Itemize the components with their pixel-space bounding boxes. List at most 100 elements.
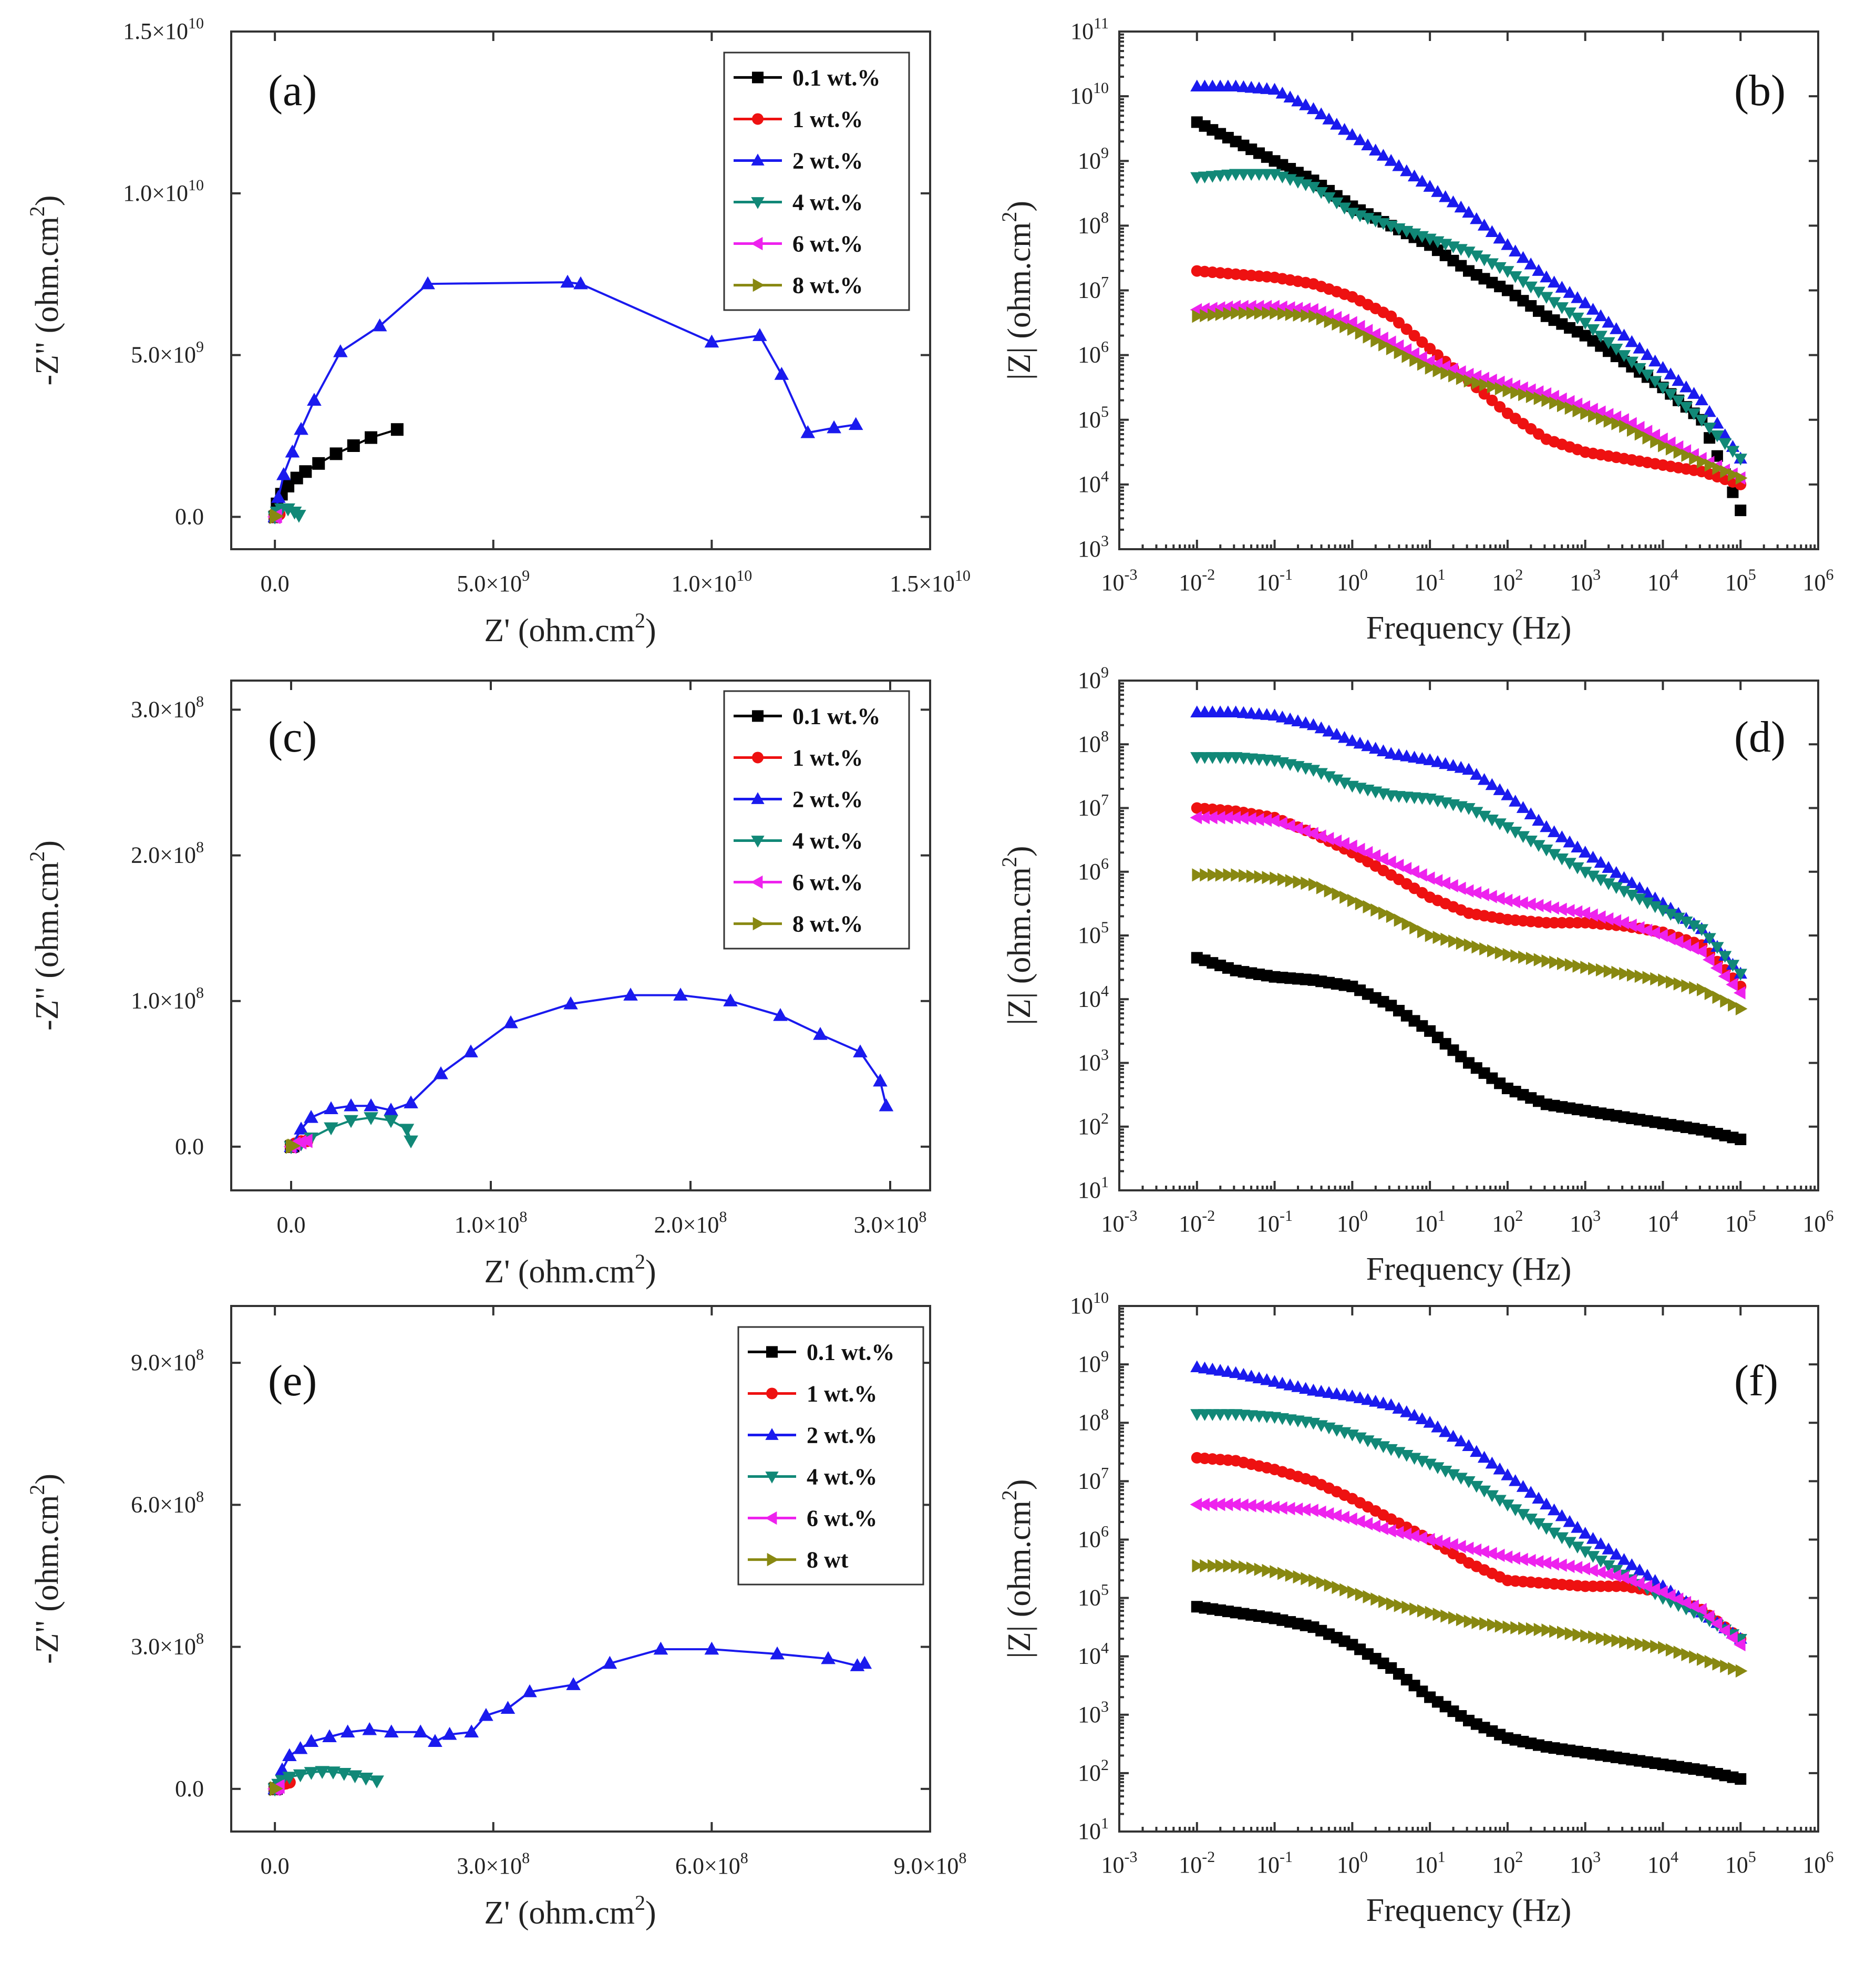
data-point bbox=[1314, 721, 1328, 734]
data-point bbox=[1702, 953, 1715, 966]
legend-label: 4 wt.% bbox=[807, 1464, 877, 1490]
legend: 0.1 wt.% 1 wt.% 2 wt.% 4 wt.% 6 wt.% 8 wt.% bbox=[723, 52, 910, 311]
data-point bbox=[1735, 505, 1747, 517]
data-point bbox=[1525, 952, 1538, 965]
data-point bbox=[1656, 905, 1670, 917]
data-point bbox=[1432, 930, 1445, 944]
legend-label: 0.1 wt.% bbox=[792, 703, 880, 729]
data-point bbox=[1650, 972, 1662, 986]
data-point bbox=[1547, 901, 1559, 915]
data-point bbox=[1533, 392, 1546, 405]
data-point bbox=[1330, 118, 1344, 130]
data-point bbox=[1314, 107, 1328, 119]
data-point bbox=[1562, 395, 1575, 408]
data-point bbox=[1353, 736, 1367, 749]
legend-circle-marker bbox=[752, 752, 764, 764]
data-point bbox=[1703, 405, 1716, 417]
data-point bbox=[1664, 909, 1677, 921]
data-point bbox=[1446, 879, 1458, 893]
data-point bbox=[1486, 394, 1498, 406]
data-point bbox=[1579, 317, 1592, 330]
data-point bbox=[1540, 1497, 1553, 1510]
data-point bbox=[1611, 417, 1623, 430]
data-point bbox=[1407, 1529, 1419, 1543]
data-point bbox=[1378, 906, 1390, 920]
data-point bbox=[1417, 357, 1429, 371]
data-point bbox=[1601, 1567, 1614, 1581]
x-axis-label: Z' (ohm.cm2) bbox=[484, 609, 656, 649]
data-point bbox=[384, 1103, 398, 1116]
x-tick-label: 106 bbox=[1803, 1207, 1834, 1237]
legend-label: 4 wt.% bbox=[792, 190, 863, 215]
data-point bbox=[285, 444, 300, 458]
data-point bbox=[1594, 910, 1606, 924]
data-point bbox=[294, 421, 308, 435]
data-point bbox=[1376, 149, 1390, 161]
data-point bbox=[1524, 807, 1538, 819]
data-point bbox=[1555, 1532, 1569, 1545]
x-tick-label: 10-2 bbox=[1179, 1848, 1215, 1878]
data-point bbox=[1500, 893, 1513, 907]
data-point bbox=[1508, 895, 1521, 909]
data-point bbox=[1306, 102, 1321, 115]
data-point bbox=[1322, 112, 1336, 125]
data-point bbox=[1720, 994, 1732, 1008]
data-point bbox=[1549, 955, 1561, 969]
y-tick-label: 3.0×108 bbox=[131, 1630, 204, 1660]
y-axis-label: -Z" (ohm.cm2) bbox=[25, 195, 65, 385]
data-point bbox=[1501, 1499, 1514, 1511]
data-point bbox=[1291, 821, 1303, 835]
x-tick-label: 10-1 bbox=[1256, 1848, 1293, 1878]
data-point bbox=[1456, 936, 1468, 950]
data-point bbox=[1438, 1536, 1451, 1550]
data-point bbox=[1477, 1451, 1491, 1463]
data-point bbox=[1392, 748, 1406, 760]
legend-label: 2 wt.% bbox=[792, 148, 863, 173]
data-point bbox=[1270, 1565, 1282, 1579]
data-point bbox=[1298, 1503, 1311, 1517]
data-point bbox=[271, 509, 284, 524]
data-point bbox=[1275, 711, 1289, 723]
data-point bbox=[1477, 219, 1491, 231]
data-point bbox=[1617, 886, 1631, 898]
x-tick-label: 103 bbox=[1570, 1207, 1601, 1237]
y-tick-label: 108 bbox=[1078, 1406, 1109, 1435]
x-tick-label: 5.0×109 bbox=[457, 567, 530, 596]
data-point bbox=[1470, 212, 1483, 224]
y-tick-label: 106 bbox=[1078, 855, 1109, 884]
data-point bbox=[1409, 353, 1421, 367]
data-point bbox=[294, 1122, 308, 1135]
data-point bbox=[1454, 1540, 1466, 1554]
series-8-wt-- bbox=[1192, 306, 1748, 485]
data-point bbox=[1594, 874, 1607, 887]
data-point bbox=[1337, 122, 1352, 135]
data-point bbox=[464, 1724, 479, 1738]
x-tick-label: 100 bbox=[1337, 566, 1368, 595]
data-point bbox=[1679, 380, 1693, 393]
data-point bbox=[1617, 916, 1629, 930]
data-point bbox=[1594, 331, 1607, 343]
data-point bbox=[1492, 375, 1505, 389]
data-point bbox=[1580, 406, 1592, 420]
data-point bbox=[1734, 986, 1746, 1000]
data-point bbox=[1337, 1388, 1352, 1401]
data-point bbox=[1594, 405, 1606, 419]
data-point bbox=[1369, 143, 1383, 156]
data-point bbox=[1392, 1402, 1406, 1414]
data-point bbox=[1462, 246, 1476, 259]
data-point bbox=[1609, 410, 1622, 424]
legend-label: 8 wt.% bbox=[792, 911, 863, 937]
y-tick-label: 104 bbox=[1078, 982, 1109, 1012]
data-point bbox=[853, 1044, 868, 1057]
y-tick-label: 107 bbox=[1078, 791, 1109, 821]
data-point bbox=[1734, 454, 1747, 466]
data-point bbox=[1510, 949, 1522, 963]
data-point bbox=[1673, 445, 1686, 459]
y-tick-label: 102 bbox=[1078, 1110, 1109, 1139]
x-tick-label: 2.0×108 bbox=[654, 1208, 727, 1238]
series-4-wt-- bbox=[1190, 752, 1747, 981]
data-point bbox=[1602, 1560, 1615, 1572]
data-point bbox=[1384, 1398, 1398, 1411]
data-point bbox=[1332, 1580, 1344, 1595]
